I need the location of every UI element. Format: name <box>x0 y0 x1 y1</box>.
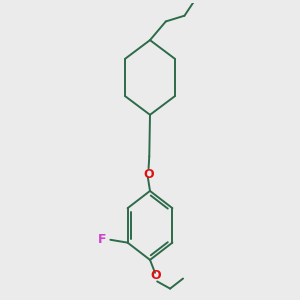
Text: O: O <box>143 168 154 181</box>
Text: F: F <box>98 232 106 246</box>
Text: O: O <box>150 269 161 282</box>
